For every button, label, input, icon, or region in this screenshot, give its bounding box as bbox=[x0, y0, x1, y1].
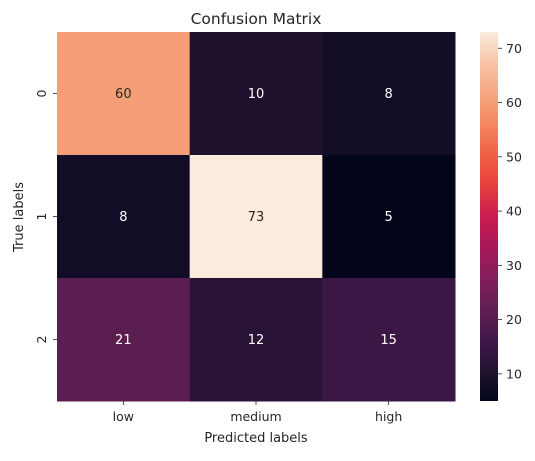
heatmap-cells: 60 10 8 8 73 5 21 12 15 bbox=[57, 32, 456, 402]
colorbar-tick-label: 60 bbox=[506, 95, 522, 110]
heatmap-cell bbox=[57, 155, 191, 279]
heatmap-cell bbox=[57, 32, 191, 156]
heatmap-cell bbox=[189, 32, 323, 156]
y-tick-label: 0 bbox=[34, 89, 49, 97]
colorbar-tick-label: 50 bbox=[506, 149, 522, 164]
cell-value-label: 15 bbox=[380, 333, 397, 348]
x-axis-ticks: low medium high bbox=[113, 401, 402, 424]
y-tick-label: 1 bbox=[34, 213, 49, 221]
heatmap-cell bbox=[57, 278, 191, 402]
heatmap-cell bbox=[322, 32, 456, 156]
cell-value-label: 12 bbox=[248, 333, 265, 348]
colorbar-ticks: 10 20 30 40 50 60 70 bbox=[498, 41, 522, 381]
heatmap-cell bbox=[189, 278, 323, 402]
x-tick-label: medium bbox=[230, 409, 281, 424]
chart-title: Confusion Matrix bbox=[191, 10, 322, 28]
cell-value-label: 5 bbox=[385, 210, 393, 225]
cell-value-label: 8 bbox=[119, 210, 127, 225]
colorbar-tick-label: 40 bbox=[506, 204, 522, 219]
heatmap-cell bbox=[322, 155, 456, 279]
colorbar-tick-label: 70 bbox=[506, 41, 522, 56]
x-axis-label: Predicted labels bbox=[204, 431, 308, 446]
x-tick-label: low bbox=[113, 409, 134, 424]
colorbar-tick-label: 10 bbox=[506, 366, 522, 381]
colorbar-tick-label: 20 bbox=[506, 312, 522, 327]
x-tick-label: high bbox=[375, 409, 402, 424]
colorbar-tick-label: 30 bbox=[506, 258, 522, 273]
heatmap-cell bbox=[322, 278, 456, 402]
y-axis-label: True labels bbox=[12, 182, 27, 253]
cell-value-label: 8 bbox=[385, 87, 393, 102]
cell-value-label: 73 bbox=[248, 210, 265, 225]
cell-value-label: 10 bbox=[248, 87, 265, 102]
y-tick-label: 2 bbox=[34, 336, 49, 344]
colorbar bbox=[480, 32, 498, 401]
cell-value-label: 21 bbox=[115, 333, 132, 348]
cell-value-label: 60 bbox=[115, 87, 132, 102]
heatmap-cell bbox=[189, 155, 323, 279]
y-axis-ticks: 0 1 2 bbox=[34, 89, 57, 343]
